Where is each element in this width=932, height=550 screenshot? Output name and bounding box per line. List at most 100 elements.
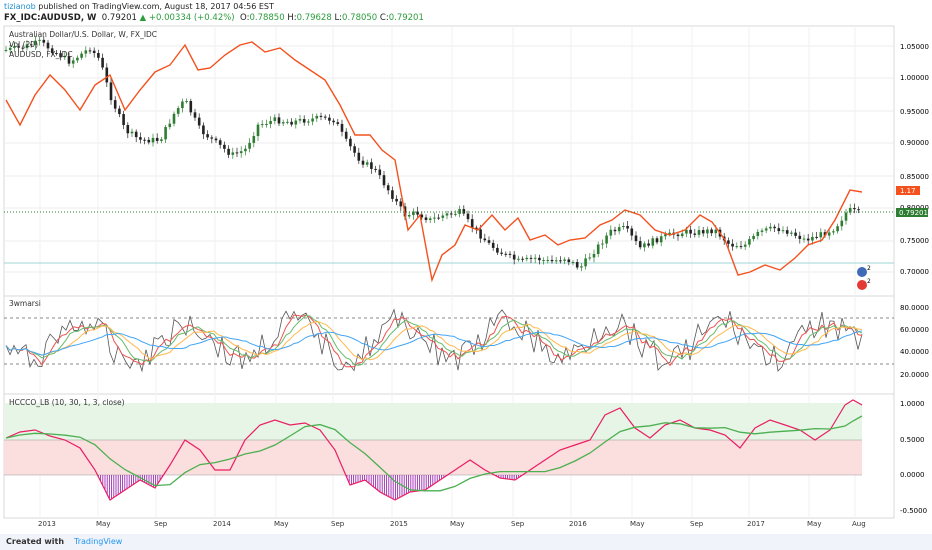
candle-body [857, 209, 860, 211]
candle-body [302, 119, 306, 123]
candle-body [454, 213, 457, 215]
candle-body [496, 247, 499, 253]
main-pane-title[interactable]: Australian Dollar/U.S. Dollar, W, FX_IDC [9, 30, 158, 39]
candle-body [55, 53, 58, 55]
candle-body [281, 122, 285, 124]
candle-body [84, 50, 88, 54]
osc-pane-title[interactable]: HCCCO_LB (10, 30, 1, 3, close) [9, 398, 125, 407]
candle-body [592, 253, 596, 258]
candle-body [395, 198, 398, 202]
candle-body [605, 235, 608, 244]
compare-line [5, 41, 863, 283]
candle-body [235, 152, 239, 154]
candle-body [559, 260, 562, 262]
time-tick: 2014 [213, 520, 231, 528]
rsi-pane-title[interactable]: 3wmarsi [9, 299, 41, 308]
candle-body [286, 121, 289, 123]
candle-body [563, 259, 566, 261]
candle-body [727, 240, 730, 244]
candle-body [118, 108, 121, 115]
candle-body [836, 226, 839, 232]
candle-body [689, 229, 692, 234]
close-label: C: [379, 13, 389, 23]
candle-body [378, 169, 382, 176]
osc-lines [5, 399, 863, 501]
candle-body [13, 46, 16, 48]
chart-canvas[interactable]: 1.05000 1.00000 0.95000 0.90000 0.85000 … [0, 0, 932, 534]
time-axis[interactable]: 2013 May Sep 2014 May Sep 2015 May Sep 2… [38, 520, 866, 528]
osc-axis[interactable]: 1.0000 0.5000 0.0000 -0.5000 [900, 400, 927, 515]
candle-body [622, 225, 625, 228]
main-pane-frame [3, 25, 895, 297]
rsi-ma-line [5, 314, 863, 366]
candle-body [462, 209, 466, 214]
candle-body [197, 117, 201, 126]
candle-body [109, 82, 113, 101]
candle-body [210, 137, 214, 139]
candle-body [748, 239, 751, 245]
candle-body [428, 218, 432, 220]
publish-info: tizianob published on TradingView.com, A… [4, 2, 274, 11]
compare-legend[interactable]: AUDUSD, FX_IDC [9, 50, 73, 59]
price-tick: 1.05000 [900, 43, 929, 51]
tradingview-logo[interactable]: TradingView [74, 537, 123, 546]
candle-body [840, 220, 844, 227]
candle-body [172, 113, 176, 124]
volume-legend[interactable]: Vol (20) [9, 40, 39, 49]
candle-body [370, 162, 373, 169]
candle-body [743, 244, 747, 247]
candle-body [319, 115, 323, 117]
price-tick: 0.85000 [900, 173, 929, 181]
candle-body [424, 217, 428, 220]
candle-body [164, 127, 167, 140]
price-axis[interactable]: 1.05000 1.00000 0.95000 0.90000 0.85000 … [900, 43, 929, 276]
candle-body [328, 117, 331, 121]
time-tick: 2015 [390, 520, 408, 528]
rsi-axis[interactable]: 80.0000 60.0000 40.0000 20.0000 [900, 304, 929, 379]
candle-body [374, 168, 377, 170]
candle-body [307, 121, 310, 123]
candle-body [71, 60, 75, 64]
candle-body [391, 190, 394, 199]
candle-body [647, 243, 650, 246]
candle-body [769, 226, 772, 229]
candle-body [407, 215, 411, 217]
candle-body [38, 39, 41, 41]
price-tick: 0.90000 [900, 139, 929, 147]
candle-body [685, 229, 688, 234]
candle-body [357, 152, 361, 161]
time-tick: Sep [154, 520, 168, 528]
candle-body [290, 121, 293, 125]
symbol-info-bar: FX_IDC:AUDUSD, W 0.79201 ▲ +0.00334 (+0.… [4, 13, 424, 23]
published-text: published on TradingView.com, August 18,… [38, 2, 274, 11]
symbol-label[interactable]: FX_IDC:AUDUSD, W [4, 13, 97, 23]
candle-body [349, 138, 352, 147]
price-tick: 0.75000 [900, 237, 929, 245]
osc-slow-line [5, 415, 863, 492]
candle-body [101, 57, 104, 68]
candle-body [382, 175, 386, 186]
candle-body [399, 201, 403, 207]
candle-body [508, 253, 512, 255]
candle-body [311, 118, 314, 122]
event-marker-flag-icon[interactable] [857, 280, 867, 290]
candle-body [525, 257, 529, 260]
event-marker-flag-icon[interactable] [857, 267, 867, 277]
candle-body [441, 215, 445, 218]
candle-body [794, 232, 797, 236]
author-link[interactable]: tizianob [4, 2, 36, 11]
candle-body [533, 257, 537, 259]
candle-body [853, 208, 856, 210]
low-label: L: [334, 13, 343, 23]
high-label: H: [287, 13, 297, 23]
candle-body [42, 39, 46, 43]
candle-body [475, 227, 478, 230]
time-tick: May [450, 520, 464, 528]
candle-body [449, 213, 453, 215]
candle-body [46, 42, 50, 49]
candle-body [340, 123, 344, 132]
candle-body [252, 136, 256, 143]
time-tick: May [807, 520, 821, 528]
candle-body [260, 124, 264, 126]
rsi-tick: 20.0000 [900, 371, 929, 379]
